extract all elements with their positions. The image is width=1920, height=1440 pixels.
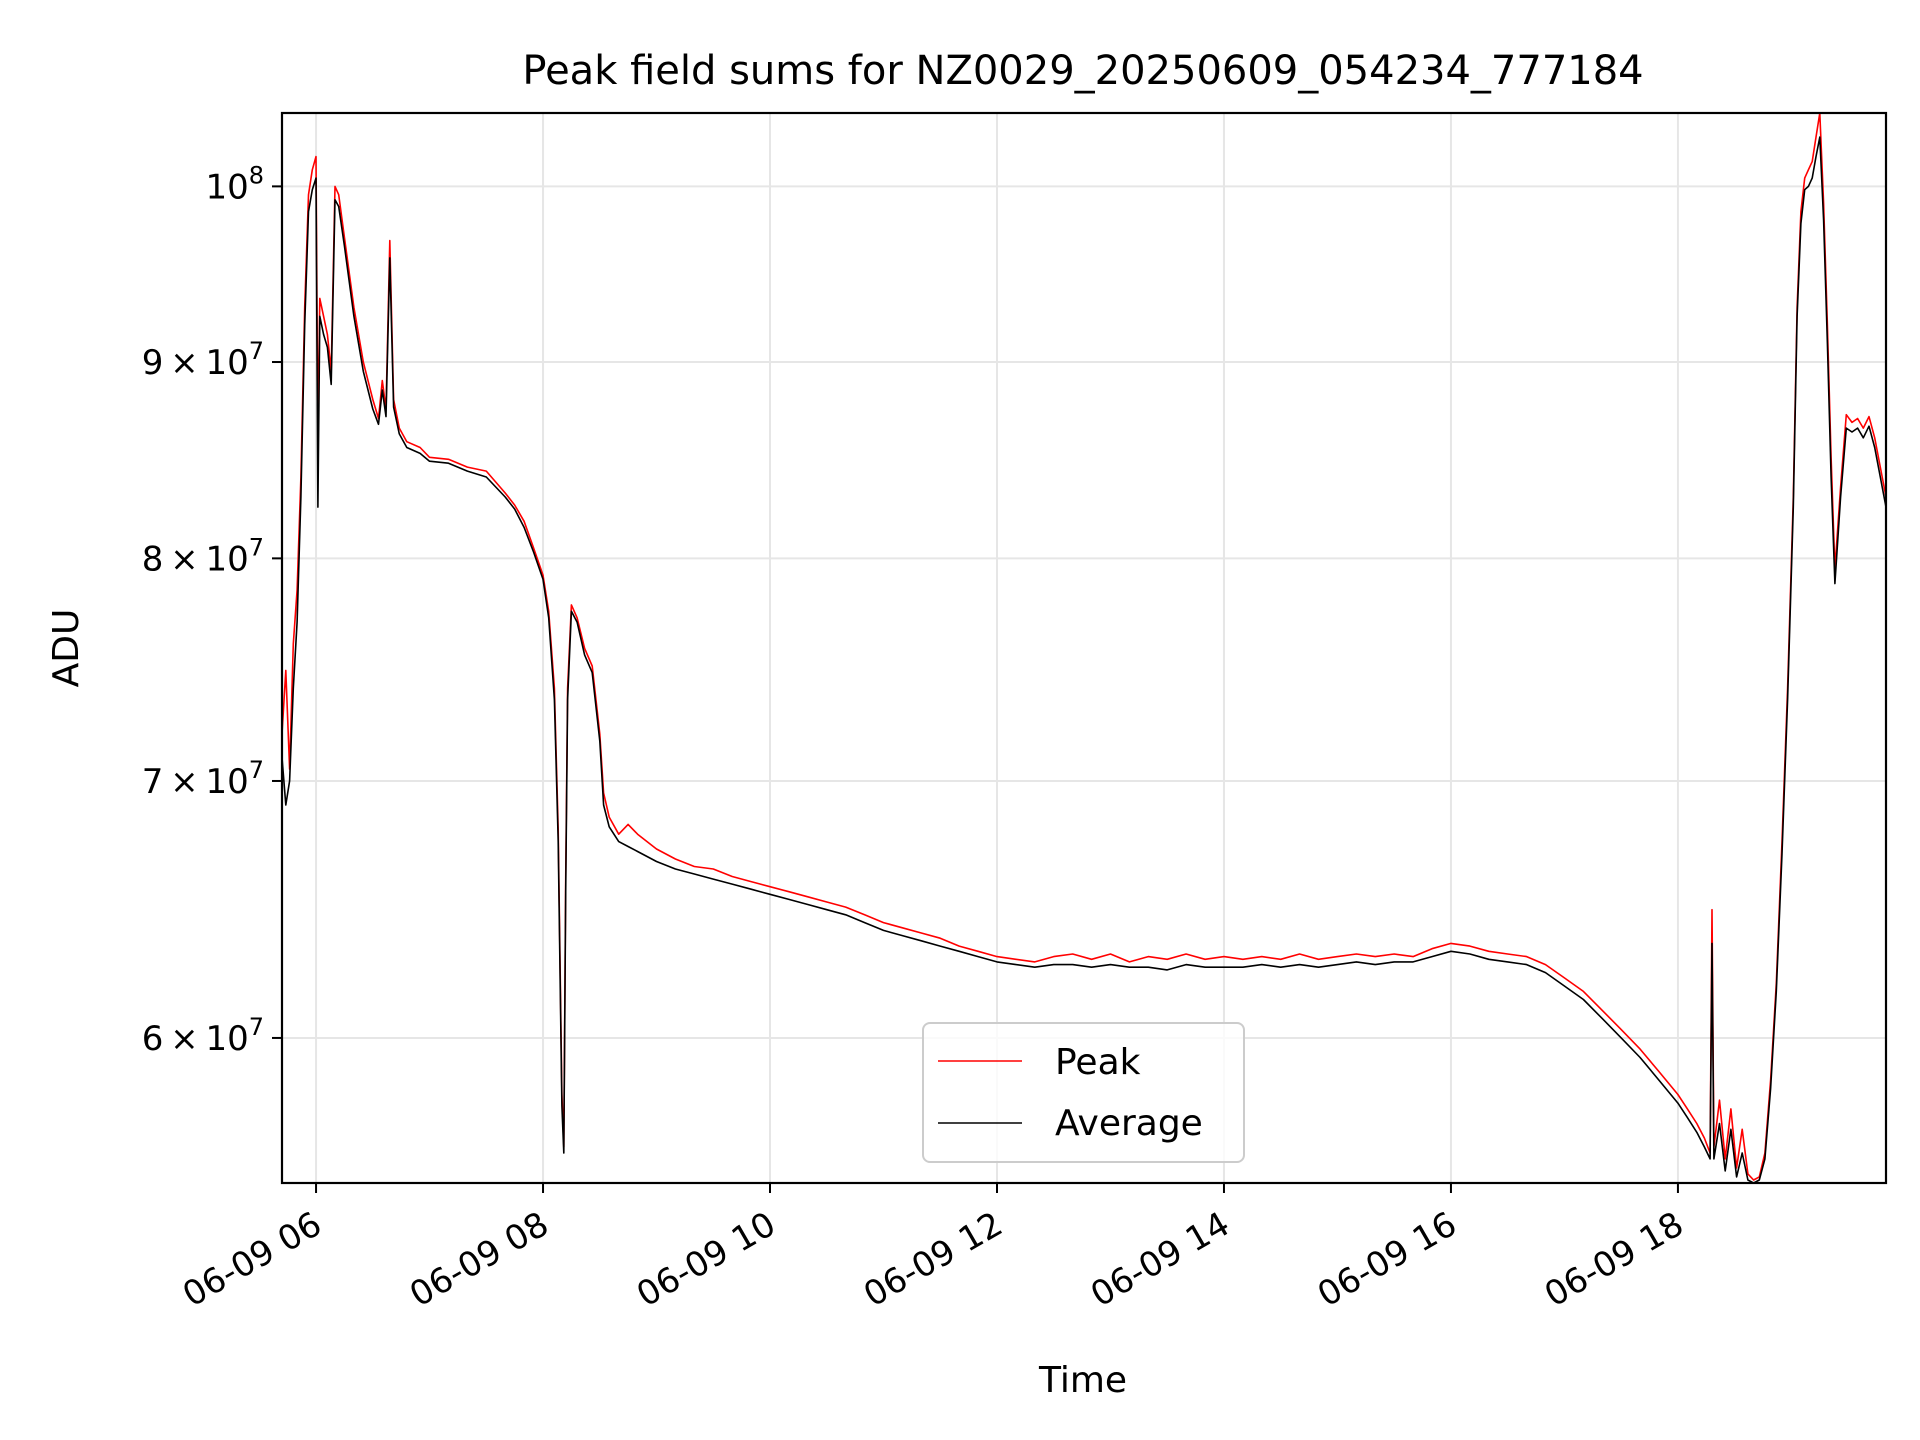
y-axis: 6 × 107 7 × 107 8 × 107 9 × 107 108 <box>142 161 282 1059</box>
y-tick-label: 108 <box>205 161 264 207</box>
y-tick-label: 6 × 107 <box>142 1013 264 1059</box>
series-line-average <box>281 136 1887 1184</box>
x-axis-label: Time <box>1038 1360 1127 1401</box>
series-layer <box>281 112 1887 1184</box>
y-tick-label: 7 × 107 <box>142 756 264 802</box>
grid <box>282 113 1886 1183</box>
legend: Peak Average <box>922 1022 1245 1163</box>
legend-box <box>922 1022 1245 1163</box>
legend-label-peak: Peak <box>1055 1042 1141 1083</box>
chart-title: Peak field sums for NZ0029_20250609_0542… <box>522 48 1643 94</box>
y-axis-label: ADU <box>46 609 87 688</box>
legend-label-average: Average <box>1055 1103 1203 1144</box>
y-tick-label: 8 × 107 <box>142 533 264 579</box>
plot-frame <box>280 111 1888 1185</box>
y-tick-label: 9 × 107 <box>142 337 264 383</box>
